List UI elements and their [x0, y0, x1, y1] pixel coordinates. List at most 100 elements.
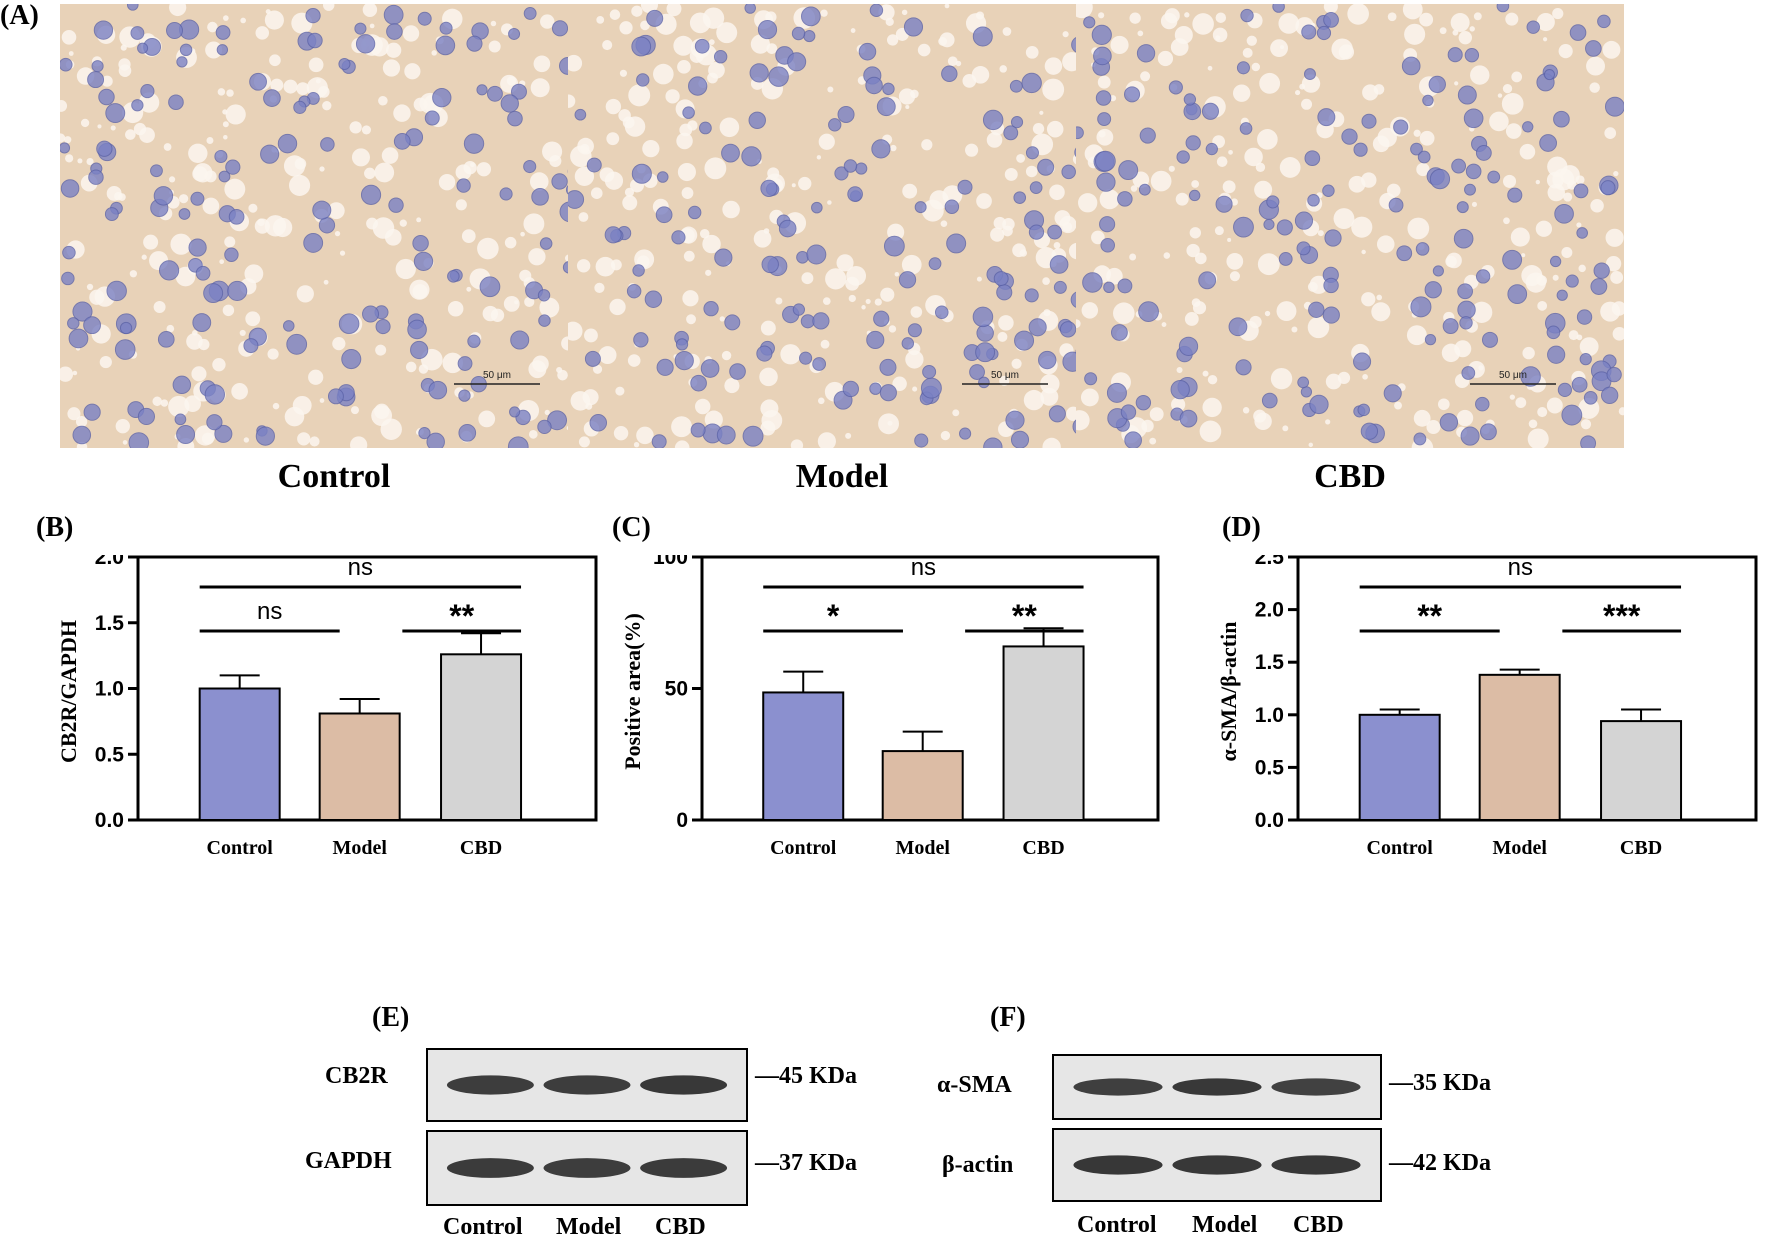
vacuole — [944, 4, 950, 9]
nucleus — [1520, 366, 1541, 387]
vacuole — [399, 219, 407, 227]
vacuole — [574, 166, 595, 186]
vacuole — [888, 325, 897, 333]
vacuole — [72, 370, 78, 376]
nucleus — [787, 52, 807, 72]
nucleus — [941, 65, 958, 82]
nucleus — [589, 414, 608, 432]
vacuole — [1062, 221, 1073, 232]
vacuole — [763, 228, 770, 234]
vacuole — [1437, 398, 1450, 411]
nucleus — [1235, 359, 1252, 376]
vacuole — [244, 264, 264, 284]
nucleus — [1561, 404, 1583, 426]
nucleus — [547, 410, 568, 431]
nucleus — [216, 44, 229, 56]
nucleus — [1393, 119, 1409, 135]
nucleus — [858, 42, 877, 61]
nucleus — [1457, 283, 1473, 300]
vacuole — [822, 297, 831, 305]
nucleus — [355, 34, 376, 54]
vacuole — [1002, 225, 1013, 237]
nucleus — [1297, 376, 1310, 389]
vacuole — [222, 109, 228, 115]
nucleus — [1118, 160, 1139, 181]
vacuole — [1004, 167, 1018, 181]
vacuole — [374, 403, 390, 419]
nucleus — [1465, 163, 1482, 180]
vacuole — [599, 167, 615, 183]
vacuole — [677, 162, 696, 182]
nucleus — [1005, 410, 1025, 430]
nucleus — [656, 358, 674, 376]
vacuole — [850, 28, 856, 33]
nucleus — [1183, 102, 1202, 121]
vacuole — [1270, 39, 1289, 58]
vacuole — [1044, 57, 1063, 75]
vacuole — [1563, 192, 1573, 202]
nucleus — [1228, 317, 1248, 337]
vacuole — [533, 55, 551, 73]
nucleus — [688, 76, 708, 96]
vacuole — [207, 21, 218, 33]
nucleus — [920, 377, 942, 399]
nucleus — [463, 133, 485, 154]
nucleus — [439, 21, 453, 35]
vacuole — [170, 233, 192, 255]
micrograph-model: 50 μm — [568, 4, 1116, 448]
vacuole — [901, 254, 922, 275]
nucleus — [586, 157, 602, 173]
nucleus — [1294, 211, 1314, 230]
vacuole — [1076, 4, 1093, 19]
vacuole — [1580, 419, 1592, 430]
nucleus — [338, 313, 360, 334]
vacuole — [1502, 174, 1517, 188]
nucleus — [1487, 170, 1501, 184]
nucleus — [1176, 150, 1190, 164]
nucleus — [383, 4, 404, 25]
vacuole — [188, 143, 208, 164]
group-label-cbd: CBD — [1314, 458, 1386, 495]
nucleus — [467, 334, 481, 348]
vacuole — [482, 305, 499, 322]
vacuole — [257, 218, 265, 227]
vacuole — [993, 216, 1007, 230]
vacuole — [1259, 72, 1281, 94]
nucleus — [869, 382, 882, 395]
nucleus — [792, 303, 806, 316]
vacuole — [976, 276, 982, 282]
nucleus — [834, 166, 849, 181]
nucleus — [1010, 116, 1024, 129]
vacuole — [296, 285, 314, 303]
nucleus — [487, 85, 503, 102]
vacuole — [1546, 397, 1563, 414]
nucleus — [508, 27, 521, 40]
vacuole — [705, 269, 712, 276]
vacuole — [999, 65, 1007, 73]
nucleus — [354, 22, 367, 35]
vacuole — [1149, 437, 1157, 445]
nucleus — [1239, 122, 1253, 135]
nucleus — [724, 314, 741, 331]
nucleus — [1604, 96, 1624, 117]
nucleus — [412, 235, 429, 252]
vacuole — [222, 121, 229, 128]
nucleus — [225, 159, 241, 175]
nucleus — [1463, 108, 1484, 129]
vacuole — [1076, 410, 1090, 431]
nucleus — [1236, 61, 1250, 75]
cb2r-band — [446, 1075, 534, 1095]
vacuole — [910, 306, 923, 318]
vacuole — [750, 34, 770, 54]
nucleus — [166, 22, 184, 40]
nucleus — [72, 301, 93, 322]
nucleus — [178, 208, 191, 220]
vacuole — [921, 139, 933, 151]
nucleus — [457, 356, 473, 371]
nucleus — [1013, 191, 1027, 204]
group-label-model: Model — [795, 458, 889, 495]
vacuole — [530, 78, 550, 98]
nucleus — [1442, 318, 1459, 335]
nucleus — [1100, 237, 1115, 253]
vacuole — [636, 426, 654, 445]
